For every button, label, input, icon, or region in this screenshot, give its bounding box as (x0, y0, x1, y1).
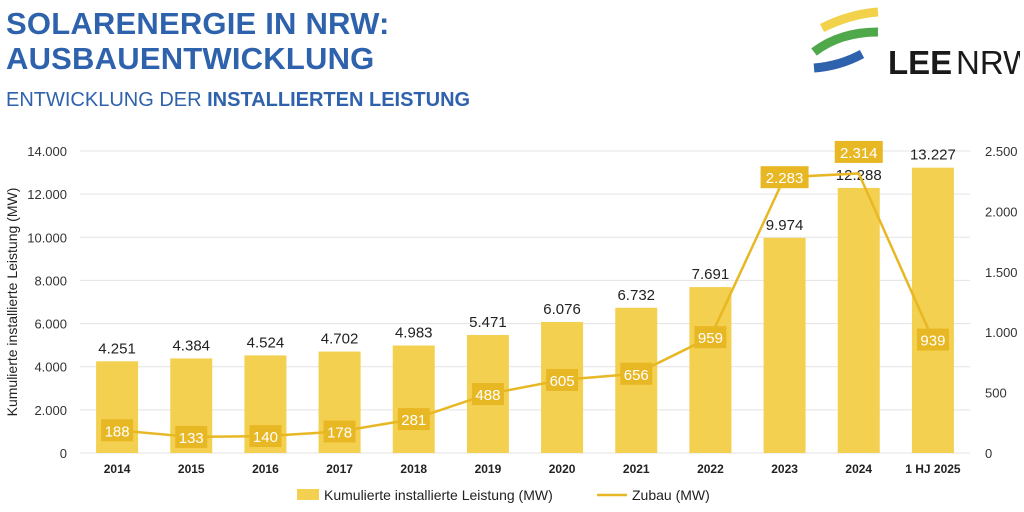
line-point-label-box (694, 326, 727, 349)
y2-tick-label: 1.500 (985, 265, 1018, 280)
bar-data-label: 7.691 (692, 266, 730, 283)
y-tick-label: 10.000 (27, 230, 67, 245)
legend-bar-swatch (297, 489, 319, 500)
bar-data-label: 4.524 (247, 334, 285, 351)
title-line-1: SOLARENERGIE IN NRW: (6, 6, 390, 41)
y-tick-label: 0 (60, 446, 67, 461)
y-tick-label: 14.000 (27, 144, 67, 159)
y-tick-label: 2.000 (34, 403, 67, 418)
bar-data-label: 4.702 (321, 331, 359, 348)
line-data-label: 2.314 (840, 145, 878, 162)
bar-data-label: 4.384 (172, 337, 210, 354)
x-tick-label: 2014 (104, 462, 131, 476)
bar-data-label: 4.251 (98, 340, 136, 357)
line-point-label-box (101, 419, 134, 442)
y2-tick-label: 500 (985, 386, 1007, 401)
zubau-line (116, 172, 935, 439)
y2-tick-label: 2.500 (985, 144, 1018, 159)
legend-bar-label: Kumulierte installierte Leistung (MW) (324, 487, 553, 503)
svg-text:NRW: NRW (956, 44, 1020, 81)
line-data-label: 939 (920, 333, 945, 350)
bar-data-label: 4.983 (395, 325, 433, 342)
y-axis-label: Kumulierte installierte Leistung (MW) (4, 188, 20, 417)
x-tick-label: 2023 (771, 462, 798, 476)
line-point-label-box (546, 368, 579, 391)
bar (763, 237, 806, 453)
line-point-label-box (397, 408, 430, 431)
line-data-label: 959 (698, 330, 723, 347)
x-tick-label: 2024 (845, 462, 872, 476)
line-point-label-box (760, 166, 809, 189)
lee-nrw-logo: LEE NRW (811, 7, 1020, 81)
bar-data-label: 13.227 (910, 147, 956, 164)
bar-data-label: 6.732 (617, 287, 655, 304)
line-data-label: 178 (327, 424, 352, 441)
bar-data-label: 9.974 (766, 217, 804, 234)
bar (911, 167, 954, 453)
y-tick-label: 8.000 (34, 273, 67, 288)
y-tick-label: 4.000 (34, 360, 67, 375)
x-tick-label: 2016 (252, 462, 279, 476)
x-tick-label: 2019 (475, 462, 502, 476)
line-point-label-box (175, 425, 208, 448)
bar (689, 287, 732, 453)
line-data-label: 281 (401, 412, 426, 429)
line-data-label: 656 (624, 367, 649, 384)
y2-tick-label: 0 (985, 446, 992, 461)
bar-data-label: 5.471 (469, 314, 507, 331)
x-tick-label: 2020 (549, 462, 576, 476)
title-line-2: AUSBAUENTWICKLUNG (6, 41, 375, 76)
bar (837, 187, 880, 453)
line-data-label: 2.283 (766, 170, 804, 187)
subtitle-plain: ENTWICKLUNG DER (6, 89, 208, 111)
page-title: SOLARENERGIE IN NRW: AUSBAUENTWICKLUNG (6, 6, 390, 76)
legend-line-label: Zubau (MW) (632, 487, 710, 503)
x-tick-label: 2022 (697, 462, 724, 476)
svg-text:LEE: LEE (888, 44, 952, 81)
x-tick-label: 1 HJ 2025 (905, 462, 961, 476)
line-point-label-box (323, 420, 356, 443)
y-tick-label: 6.000 (34, 317, 67, 332)
line-point-label-box (916, 328, 949, 351)
bar-data-label: 6.076 (543, 301, 581, 318)
page-subtitle: ENTWICKLUNG DER INSTALLIERTEN LEISTUNG (6, 89, 470, 112)
line-data-label: 140 (253, 429, 278, 446)
y-tick-label: 12.000 (27, 187, 67, 202)
x-tick-label: 2017 (326, 462, 353, 476)
line-point-label-box (620, 362, 653, 385)
subtitle-bold: INSTALLIERTEN LEISTUNG (207, 89, 471, 111)
y2-tick-label: 1.000 (985, 325, 1018, 340)
x-tick-label: 2018 (400, 462, 427, 476)
line-point-label-box (249, 425, 282, 448)
line-data-label: 605 (550, 373, 575, 390)
line-point-label-box (471, 383, 504, 406)
x-tick-label: 2021 (623, 462, 650, 476)
line-data-label: 188 (105, 423, 130, 440)
x-tick-label: 2015 (178, 462, 205, 476)
line-data-label: 488 (475, 387, 500, 404)
line-data-label: 133 (179, 430, 204, 447)
line-point-label-box (834, 140, 883, 163)
y2-tick-label: 2.000 (985, 204, 1018, 219)
bar (392, 345, 435, 453)
